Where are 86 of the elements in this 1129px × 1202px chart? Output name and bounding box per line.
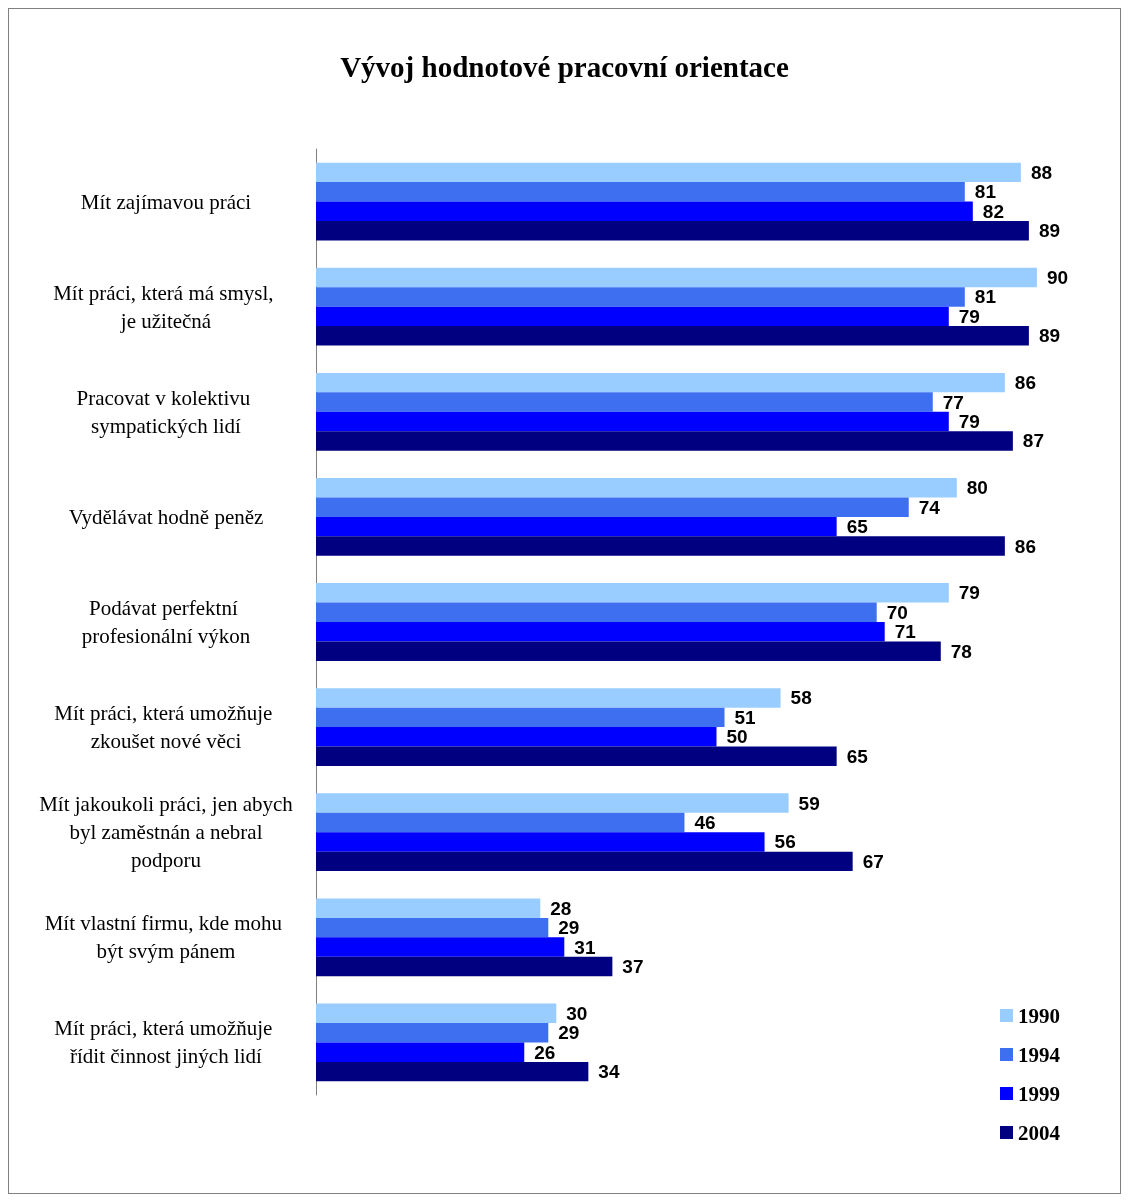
data-label: 65 xyxy=(846,516,869,538)
data-label: 88 xyxy=(1030,161,1053,183)
legend-label: 2004 xyxy=(1018,1120,1061,1145)
chart-title: Vývoj hodnotové pracovní orientace xyxy=(340,50,789,83)
y-tick-label: Mít práci, která umožňuje řídit činnost jiných lidí xyxy=(54,1016,278,1069)
data-label: 59 xyxy=(798,792,820,814)
bar xyxy=(316,221,1029,241)
data-label: 34 xyxy=(598,1061,620,1083)
y-tick-label: Mít práci, která má smysl, je užitečná xyxy=(53,280,279,333)
bar xyxy=(316,937,565,957)
data-label: 51 xyxy=(734,706,757,728)
bar xyxy=(316,287,965,307)
bar xyxy=(316,201,973,221)
data-label: 46 xyxy=(694,812,716,833)
data-label: 87 xyxy=(1022,430,1045,452)
bar xyxy=(316,832,765,852)
data-label: 37 xyxy=(622,956,644,977)
bar xyxy=(316,602,877,622)
bar xyxy=(316,956,613,977)
bar xyxy=(316,898,541,918)
y-tick-label: Mít vlastní firmu, kde mohu být svým pánem xyxy=(44,911,288,964)
bar xyxy=(316,917,549,938)
bar xyxy=(316,372,1005,393)
bar xyxy=(316,536,1005,556)
bar xyxy=(316,516,837,537)
bar xyxy=(316,392,933,412)
data-label: 80 xyxy=(966,477,988,499)
y-tick-label: Mít práci, která umožňuje zkoušet nové věci xyxy=(54,701,278,754)
bar xyxy=(316,1061,589,1082)
bar xyxy=(316,707,725,728)
data-label: 78 xyxy=(950,640,972,662)
data-label: 89 xyxy=(1038,325,1061,347)
data-label: 82 xyxy=(982,200,1004,222)
data-label: 56 xyxy=(774,831,796,853)
data-label: 26 xyxy=(534,1041,556,1063)
bar xyxy=(316,411,949,432)
data-label: 89 xyxy=(1038,220,1061,242)
data-label: 29 xyxy=(558,917,580,939)
data-label: 28 xyxy=(550,897,572,919)
bar xyxy=(316,851,853,872)
data-label: 71 xyxy=(894,621,917,643)
data-label: 65 xyxy=(846,745,869,767)
bar xyxy=(316,688,781,708)
y-tick-label: Mít jakoukoli práci, jen abych byl zaměstnán a nebral podporu xyxy=(39,792,294,873)
bar xyxy=(316,793,789,813)
data-label: 70 xyxy=(886,601,908,623)
data-label: 29 xyxy=(558,1022,580,1044)
data-label: 79 xyxy=(958,582,980,604)
data-label: 58 xyxy=(790,687,812,709)
bar xyxy=(316,431,1013,451)
bar xyxy=(316,306,949,327)
data-label: 86 xyxy=(1014,535,1036,557)
data-label: 77 xyxy=(942,391,964,413)
legend-label: 1999 xyxy=(1018,1081,1060,1106)
data-label: 79 xyxy=(958,411,980,432)
bar xyxy=(316,622,885,642)
bar xyxy=(316,727,717,747)
data-label: 86 xyxy=(1014,372,1036,394)
bar xyxy=(316,1003,557,1023)
legend-label: 1994 xyxy=(1018,1042,1061,1067)
bar xyxy=(316,162,1021,183)
bar xyxy=(316,746,837,766)
bar xyxy=(316,1042,525,1062)
data-label: 30 xyxy=(566,1002,588,1024)
data-label: 50 xyxy=(726,726,748,748)
data-label: 90 xyxy=(1046,267,1069,288)
legend-label: 1990 xyxy=(1018,1003,1060,1028)
bar xyxy=(316,497,909,517)
y-tick-label: Vydělávat hodně peněz xyxy=(68,504,264,529)
data-label: 81 xyxy=(974,286,997,308)
data-label: 74 xyxy=(918,496,941,518)
data-label: 67 xyxy=(862,850,884,872)
bar xyxy=(316,583,949,603)
data-label: 81 xyxy=(974,181,997,203)
bar xyxy=(316,478,957,498)
bar xyxy=(316,1023,549,1043)
data-label: 31 xyxy=(574,936,596,958)
bar xyxy=(316,267,1037,288)
data-label: 79 xyxy=(958,305,980,327)
y-tick-label: Podávat perfektní profesionální výkon xyxy=(81,596,251,648)
bar xyxy=(316,326,1029,346)
bar xyxy=(316,812,685,833)
y-tick-label: Mít zajímavou práci xyxy=(80,189,252,214)
y-tick-label: Pracovat v kolektivu sympatických lidí xyxy=(76,385,256,438)
bar xyxy=(316,182,965,202)
bar xyxy=(316,641,941,661)
